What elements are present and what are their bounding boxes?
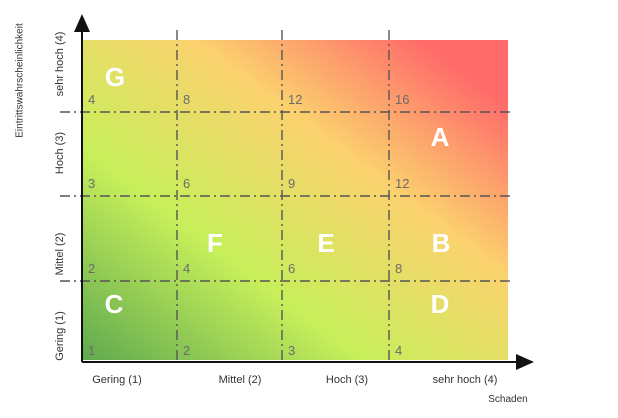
cell-value: 1 [88,343,95,358]
y-tick-sehr-hoch: sehr hoch (4) [54,31,66,97]
cell-value: 12 [395,176,409,191]
zone-labels: G A F E B C D [105,62,451,319]
cell-value: 3 [88,176,95,191]
y-axis-title: Eintrittswahrscheinlichkeit [14,23,26,138]
cell-value: 6 [288,261,295,276]
cell-value: 6 [183,176,190,191]
cell-value: 4 [88,92,95,107]
zone-label-d: D [431,289,450,319]
cell-value: 16 [395,92,409,107]
grid-lines [60,30,512,362]
cell-value: 2 [183,343,190,358]
x-tick-mittel: Mittel (2) [218,374,262,386]
cell-value: 9 [288,176,295,191]
x-tick-hoch: Hoch (3) [325,374,369,386]
zone-label-a: A [431,122,450,152]
cell-value: 12 [288,92,302,107]
x-tick-sehr-hoch: sehr hoch (4) [432,374,498,386]
cell-value: 8 [395,261,402,276]
y-tick-gering: Gering (1) [54,311,66,361]
y-tick-hoch: Hoch (3) [54,131,66,175]
x-axis-title: Schaden [488,394,528,405]
risk-gradient-area [82,40,508,360]
zone-label-f: F [207,228,223,258]
cell-values: 1 2 3 42 4 6 83 6 9 124 8 12 16 [88,92,409,358]
cell-value: 2 [88,261,95,276]
zone-label-e: E [317,228,334,258]
x-tick-gering: Gering (1) [92,374,142,386]
cell-value: 8 [183,92,190,107]
zone-label-b: B [432,228,451,258]
zone-label-c: C [105,289,124,319]
zone-label-g: G [105,62,125,92]
cell-value: 4 [183,261,190,276]
cell-value: 4 [395,343,402,358]
cell-value: 3 [288,343,295,358]
y-tick-mittel: Mittel (2) [54,232,66,276]
